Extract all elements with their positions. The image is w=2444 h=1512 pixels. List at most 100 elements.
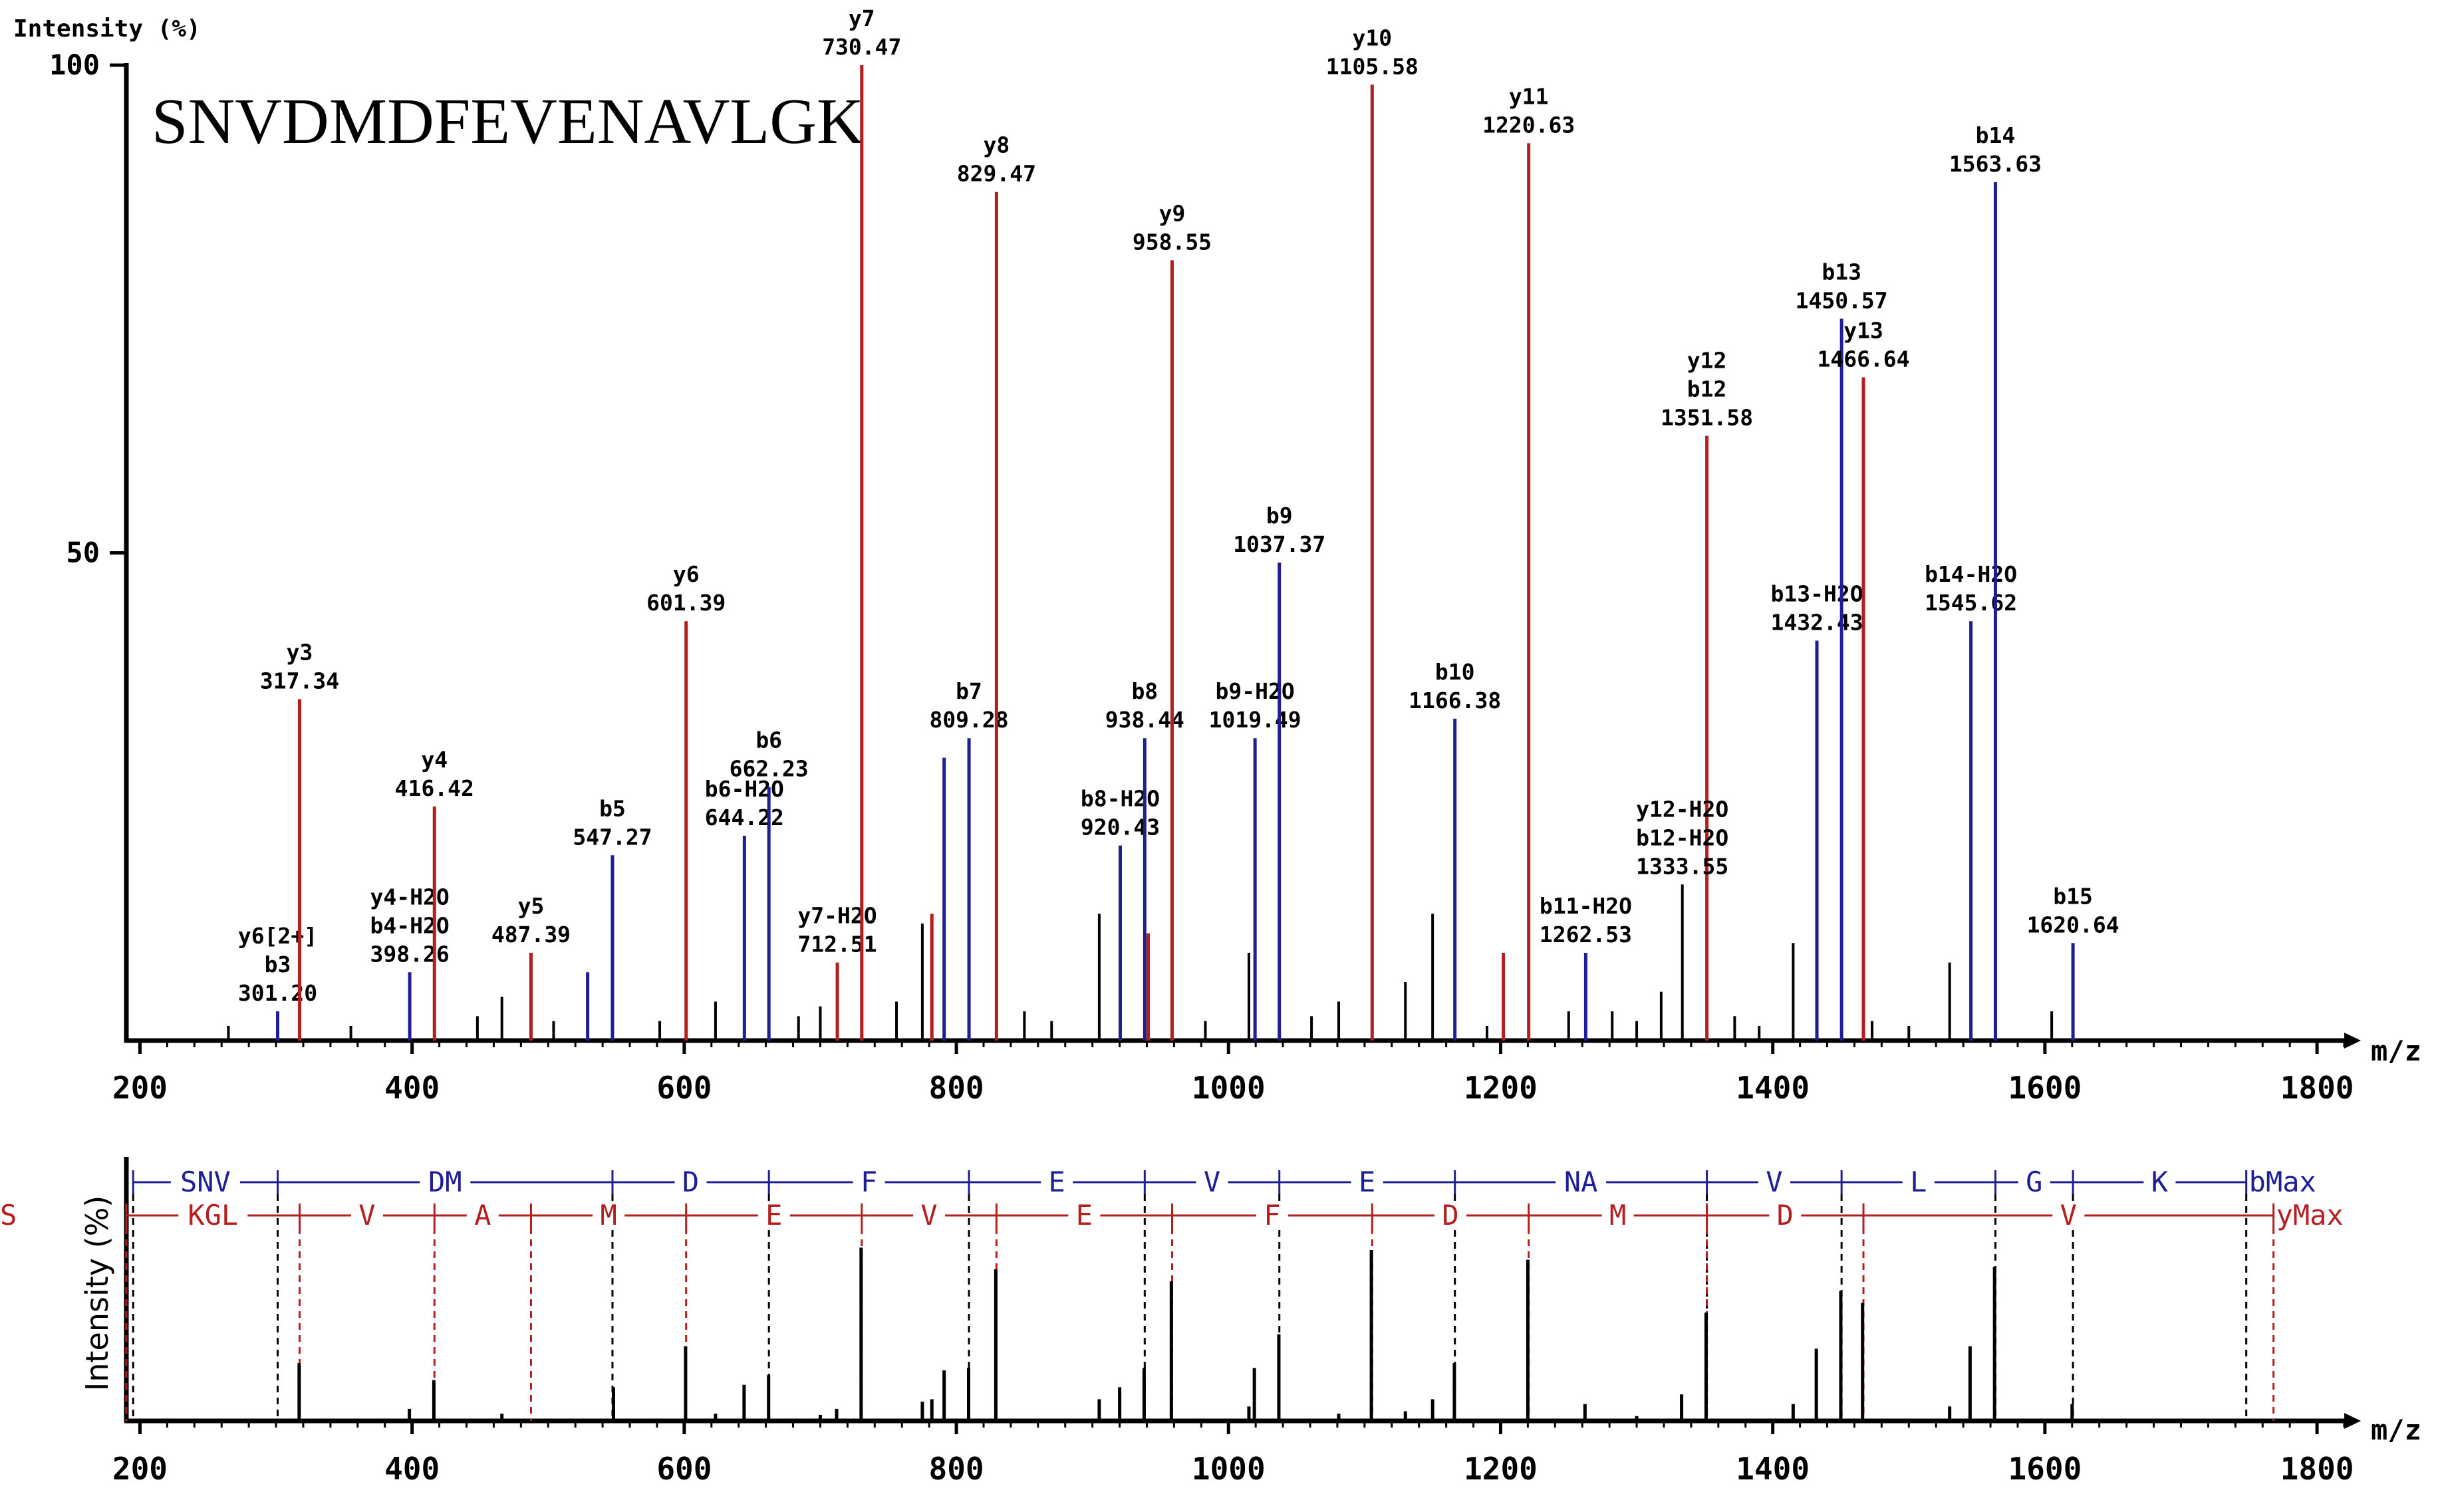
y-ladder-label-bg xyxy=(757,1201,790,1230)
top-peak-label: 958.55 xyxy=(1133,229,1212,255)
b-ladder-label-bg xyxy=(170,1168,240,1197)
b-ladder-residue: V xyxy=(1766,1166,1782,1198)
top-peak-label: 487.39 xyxy=(491,922,571,947)
y-ladder-label-bg xyxy=(1601,1201,1634,1230)
y-ladder-label-bg xyxy=(1434,1201,1466,1230)
top-peak-label: y12-H2O xyxy=(1636,796,1728,822)
y-ladder-residue: M xyxy=(1609,1199,1626,1231)
y-ladder-label-bg xyxy=(1256,1201,1288,1230)
b-ladder-residue: V xyxy=(1204,1166,1220,1198)
bottom-xtick-label: 1400 xyxy=(1736,1451,1810,1487)
y-ladder-label-bg xyxy=(593,1201,625,1230)
top-peak-label: b4-H2O xyxy=(370,912,449,938)
y-ladder-residue: NS xyxy=(0,1199,17,1231)
b-ladder-label-bg xyxy=(420,1168,471,1197)
top-peak-label: b12 xyxy=(1687,376,1727,402)
y-ladder-residue: D xyxy=(1777,1199,1794,1231)
y-ladder-label-bg xyxy=(1068,1201,1101,1230)
top-peak-label: y4 xyxy=(421,747,448,773)
b-ladder-end-label: bMax xyxy=(2249,1166,2316,1198)
b-ladder-residue: L xyxy=(1910,1166,1927,1198)
top-peak-label: 1466.64 xyxy=(1817,346,1909,372)
top-peak-label: 712.51 xyxy=(797,932,877,957)
top-peak-label: 662.23 xyxy=(730,756,809,782)
bottom-xtick-label: 1800 xyxy=(2280,1451,2354,1487)
bottom-xtick-label: 1000 xyxy=(1192,1451,1266,1487)
top-peak-label: 829.47 xyxy=(957,161,1036,187)
bottom-x-axis-arrow xyxy=(2344,1413,2361,1429)
b-ladder-label-bg xyxy=(1556,1168,1607,1197)
top-peak-label: y13 xyxy=(1843,317,1883,343)
top-chart: 50 100 200 400 600 800 1000 1200 1400 1600 1800 y6[… xyxy=(49,5,2361,1106)
top-peak-label: 1351.58 xyxy=(1661,404,1753,430)
peptide-sequence-title: SNVDMDFEVENAVLGK xyxy=(152,86,864,158)
y-ladder-label-bg xyxy=(0,1201,51,1230)
top-peak-label: b7 xyxy=(956,678,982,704)
top-xtick-label: 200 xyxy=(112,1070,168,1106)
y-ladder-label-bg xyxy=(2052,1201,2085,1230)
b-ladder-label-bg xyxy=(1902,1168,1935,1197)
top-peak-label: b14-H2O xyxy=(1925,561,2017,587)
y-ladder-label-bg xyxy=(178,1201,248,1230)
top-peak-label: 1220.63 xyxy=(1482,112,1575,138)
top-peak-label: y4-H2O xyxy=(370,884,449,910)
top-peak-label: b8 xyxy=(1131,678,1158,704)
top-ytick-label: 100 xyxy=(49,49,100,81)
top-ytick-label: 50 xyxy=(66,537,100,569)
top-peak-label: 1450.57 xyxy=(1796,287,1888,313)
top-peak-label: b9-H2O xyxy=(1216,678,1295,704)
y-ladder-residue: A xyxy=(474,1199,491,1231)
top-peak-label: y8 xyxy=(983,132,1010,158)
b-ladder-residue: F xyxy=(861,1166,877,1198)
b-ladder-label-bg xyxy=(1041,1168,1073,1197)
top-peak-label: b5 xyxy=(599,795,626,821)
b-ladder-residue: E xyxy=(1049,1166,1065,1198)
top-peak-label: b9 xyxy=(1266,503,1293,529)
y-ladder-label-bg xyxy=(913,1201,946,1230)
top-peak-label: b12-H2O xyxy=(1636,824,1728,850)
top-peak-label: 1166.38 xyxy=(1409,688,1501,713)
top-xtick-label: 1800 xyxy=(2280,1070,2354,1106)
b-ladder-label-bg xyxy=(1758,1168,1790,1197)
top-peak-label: b8-H2O xyxy=(1081,786,1160,812)
top-peak-label: b13-H2O xyxy=(1770,581,1863,607)
top-peak-label: 398.26 xyxy=(370,941,449,967)
top-peak-label: b14 xyxy=(1976,122,2016,148)
bottom-xtick-label: 400 xyxy=(384,1451,440,1487)
b-ladder-label-bg xyxy=(853,1168,885,1197)
top-xtick-label: 1000 xyxy=(1192,1070,1266,1106)
bottom-xlabel: m/z xyxy=(2371,1414,2421,1446)
y-ladder-label-bg xyxy=(466,1201,499,1230)
top-xtick-label: 1200 xyxy=(1464,1070,1538,1106)
b-ladder-label-bg xyxy=(2143,1168,2176,1197)
top-xtick-label: 1600 xyxy=(2008,1070,2082,1106)
top-xtick-label: 1400 xyxy=(1736,1070,1810,1106)
top-peak-label: y6 xyxy=(673,561,700,587)
y-ladder-residue: F xyxy=(1264,1199,1280,1231)
y-ladder-residue: V xyxy=(920,1199,937,1231)
bottom-ylabel: Intensity (%) xyxy=(79,1196,115,1391)
top-peak-label: y12 xyxy=(1687,347,1727,373)
top-peak-label: b15 xyxy=(2053,883,2093,909)
top-peak-label: b10 xyxy=(1435,659,1475,685)
top-peak-label: 1262.53 xyxy=(1540,922,1632,947)
y-ladder-residue: E xyxy=(765,1199,782,1231)
top-xtick-label: 400 xyxy=(384,1070,440,1106)
top-peak-label: 1545.62 xyxy=(1925,590,2017,616)
top-peak-label: 547.27 xyxy=(573,824,652,850)
top-xlabel: m/z xyxy=(2371,1035,2421,1067)
y-ladder-residue: D xyxy=(1442,1199,1458,1231)
top-peak-label: b6 xyxy=(755,727,782,753)
y-ladder-residue: E xyxy=(1076,1199,1093,1231)
top-peak-label: 1563.63 xyxy=(1949,151,2042,177)
top-peak-label: 1037.37 xyxy=(1233,531,1325,557)
top-xtick-label: 800 xyxy=(929,1070,984,1106)
top-peak-label: 730.47 xyxy=(822,34,901,60)
b-ladder-label-bg xyxy=(1196,1168,1228,1197)
top-peak-label: 1432.43 xyxy=(1770,610,1863,636)
b-ladder-residue: SNV xyxy=(180,1166,231,1198)
top-peak-label: 1019.49 xyxy=(1209,707,1301,733)
top-peak-label: 601.39 xyxy=(646,590,726,616)
